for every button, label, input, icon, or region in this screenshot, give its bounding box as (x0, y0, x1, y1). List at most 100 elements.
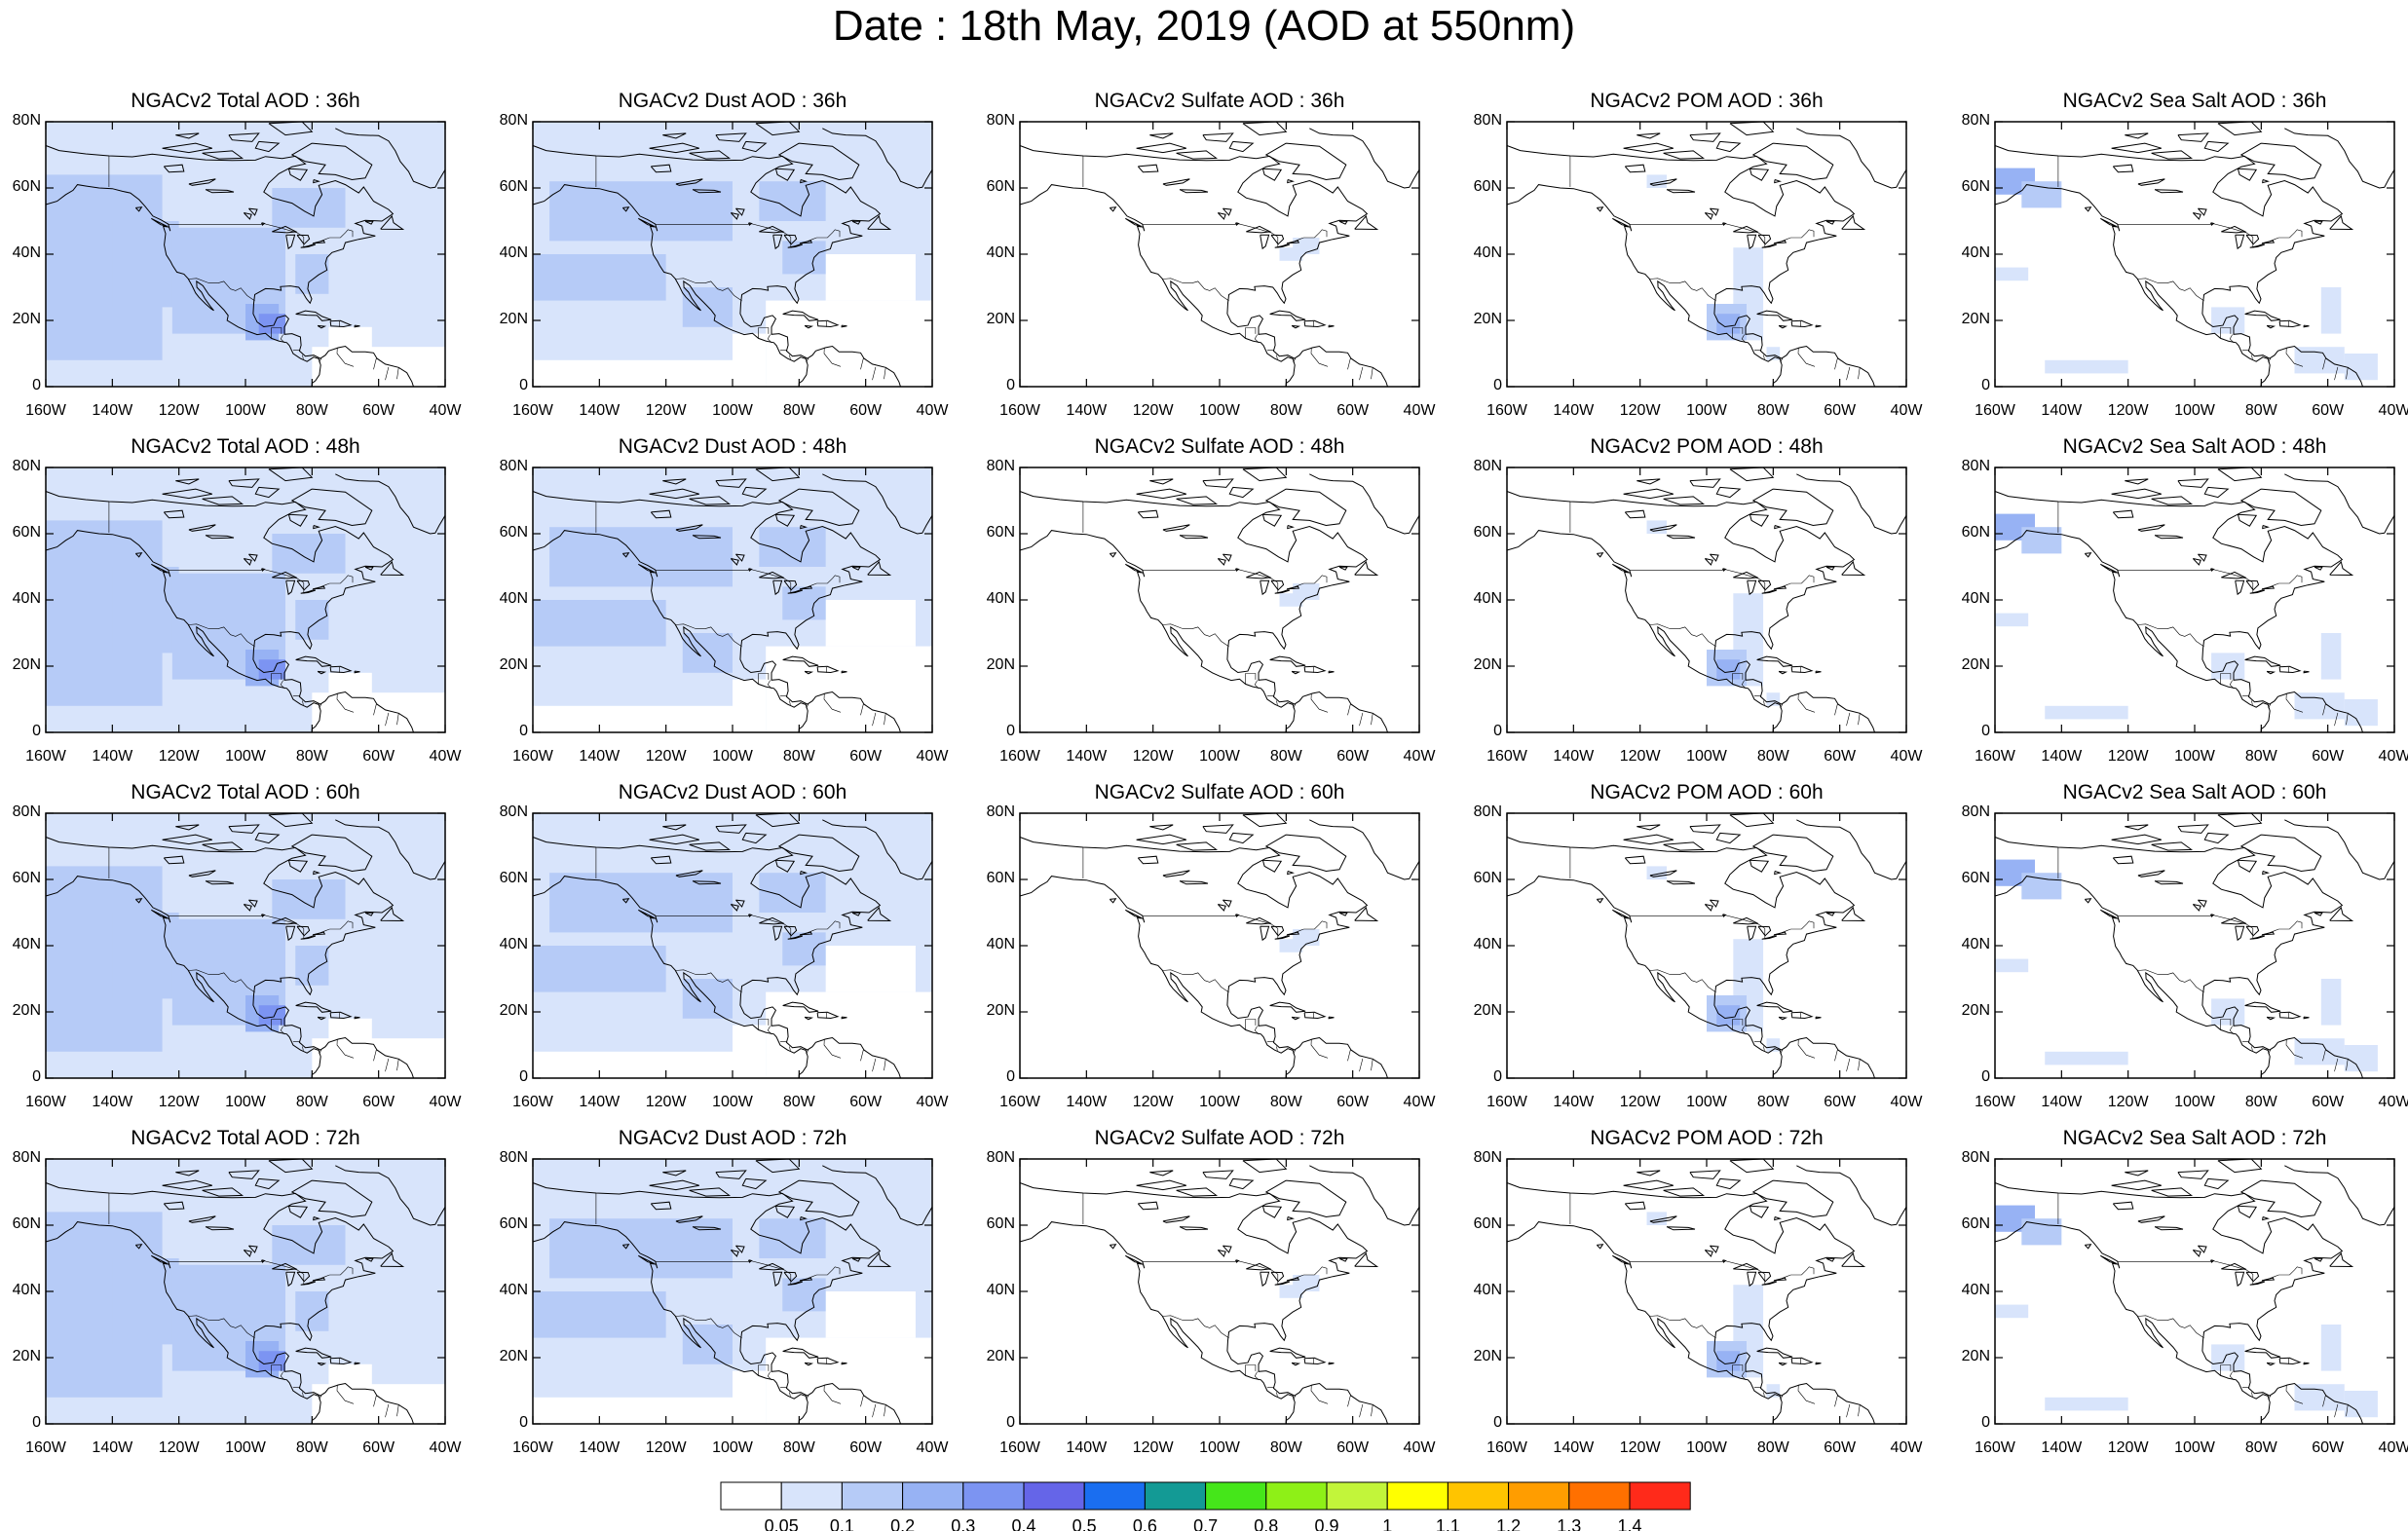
lat-tick-label: 0 (1006, 377, 1015, 393)
island-outline (1261, 1205, 1283, 1218)
lake-outline (296, 234, 311, 245)
lake-outline (675, 524, 703, 532)
map-panel: NGACv2 POM AOD : 72h 80N 60N 40N 20N 0 160W 140… (1474, 1127, 1923, 1456)
lat-tick-label: 20N (499, 1348, 528, 1364)
island-outline (1354, 1251, 1379, 1268)
island-outline (782, 1347, 819, 1359)
island-outline (1612, 909, 1629, 918)
greenland-outline (1309, 1159, 1420, 1226)
political-borders (1082, 502, 1373, 727)
border-line (1347, 704, 1351, 716)
colorbar-swatch (1205, 1481, 1267, 1511)
island-outline (715, 478, 747, 488)
island-outline (662, 478, 687, 485)
island-outline (1264, 834, 1347, 873)
continent-outline (1506, 491, 1876, 733)
island-outline (1778, 1362, 1788, 1366)
colorbar-label: 1.2 (1496, 1516, 1521, 1531)
lake-outline (692, 1226, 722, 1231)
lat-tick-label: 60N (12, 178, 41, 195)
island-outline (2203, 140, 2230, 153)
island-outline (1815, 324, 1822, 328)
lake-outline (2192, 558, 2201, 566)
aod-shading-cell (1995, 958, 2029, 973)
aod-shading-cell (2021, 1218, 2062, 1246)
map-plot (532, 1158, 933, 1425)
aod-shading-cell (1716, 1351, 1741, 1371)
border-line (2322, 704, 2326, 716)
aod-shading-cell (2294, 347, 2345, 374)
island-outline (782, 655, 819, 667)
political-borders (595, 156, 886, 381)
lake-outline (2112, 509, 2134, 519)
lake-outline (1137, 855, 1159, 865)
border-line (1858, 367, 1861, 380)
island-outline (1354, 906, 1379, 922)
colorbar-label: 1 (1382, 1516, 1392, 1531)
continent-outline (1019, 837, 1389, 1079)
lake-outline (285, 925, 296, 942)
lake-outline (1649, 870, 1677, 878)
island-outline (1756, 655, 1793, 667)
colorbar-label: 0.4 (1011, 1516, 1035, 1531)
map-panel: NGACv2 Total AOD : 36h 80N 60N 40N 20N 0 160W 1… (13, 90, 462, 419)
island-outline (329, 1357, 353, 1365)
lake-outline (1704, 904, 1713, 912)
lake-outline (2235, 234, 2245, 250)
lon-tick-label: 140W (579, 1094, 621, 1110)
lon-tick-label: 80W (2244, 402, 2277, 419)
aod-shading-cell (549, 873, 733, 933)
border-line (789, 1392, 791, 1397)
border-line (302, 700, 304, 705)
lake-outline (2210, 568, 2215, 573)
border-line (385, 1403, 390, 1418)
lat-tick-label: 60N (12, 870, 41, 886)
border-line (2334, 366, 2339, 381)
lake-outline (735, 207, 745, 216)
border-line (1276, 1392, 1278, 1397)
border-line (758, 1019, 770, 1030)
aod-shading-cell (1766, 1038, 1781, 1052)
lat-tick-label: 60N (1473, 178, 1502, 195)
lake-outline (205, 535, 235, 540)
lake-outline (243, 212, 252, 220)
lon-tick-label: 140W (1066, 402, 1108, 419)
border-line (1162, 623, 1229, 648)
aod-shading-cell (1716, 659, 1741, 680)
border-line (280, 334, 285, 344)
lake-outline (1260, 579, 1270, 596)
island-outline (2266, 670, 2276, 675)
island-outline (867, 560, 892, 577)
lon-tick-label: 120W (2107, 1439, 2149, 1456)
lon-tick-label: 140W (1066, 1094, 1108, 1110)
continent-outline (532, 491, 902, 733)
border-line (1780, 1049, 1784, 1055)
lat-tick-label: 0 (1006, 723, 1015, 739)
island-outline (1778, 324, 1788, 329)
island-outline (621, 1244, 630, 1250)
continent-outline (1994, 1182, 2364, 1425)
lat-tick-label: 40N (1473, 590, 1502, 607)
lake-outline (296, 925, 311, 937)
lake-outline (1162, 178, 1190, 186)
border-line (2285, 347, 2304, 367)
lat-tick-label: 80N (1473, 112, 1502, 129)
island-outline (1815, 670, 1822, 674)
island-outline (1228, 1177, 1255, 1190)
aod-shading-cell (2045, 1397, 2128, 1411)
lake-outline (2112, 1201, 2134, 1211)
border-line (280, 680, 285, 690)
island-outline (867, 214, 892, 231)
lake-outline (248, 553, 258, 562)
island-outline (1328, 1016, 1335, 1020)
border-line (884, 1059, 886, 1071)
map-plot (1506, 1158, 1907, 1425)
lake-outline (1624, 509, 1646, 519)
figure-title: Date : 18th May, 2019 (AOD at 550nm) (832, 2, 1576, 50)
island-outline (1596, 206, 1604, 212)
border-line (758, 673, 770, 685)
lon-tick-label: 60W (1336, 1094, 1370, 1110)
greenland-outline (1796, 467, 1907, 535)
lake-outline (205, 1226, 235, 1231)
political-borders (108, 1193, 399, 1418)
